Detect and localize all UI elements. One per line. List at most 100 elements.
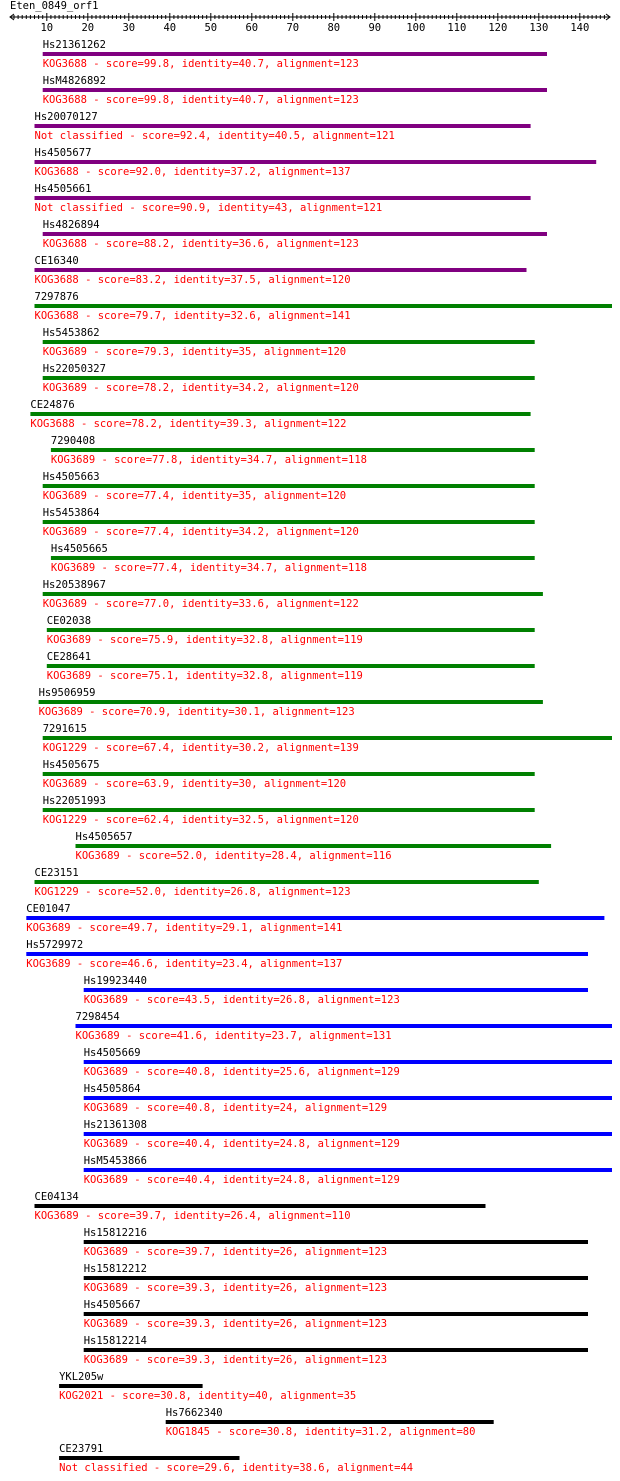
hit-row: 7291615 KOG1229 - score=67.4, identity=30… [42, 723, 612, 754]
hit-bar [42, 736, 612, 740]
hit-row: Hs22051993 KOG1229 - score=62.4, identity… [42, 795, 535, 826]
hit-description: KOG3689 - score=46.6, identity=23.4, ali… [26, 958, 342, 970]
hit-row: Hs4505675 KOG3689 - score=63.9, identity=… [42, 759, 535, 790]
hit-description: Not classified - score=92.4, identity=40… [35, 130, 395, 142]
hit-row: Hs4505665 KOG3689 - score=77.4, identity=… [50, 543, 535, 574]
hit-description: KOG3689 - score=39.3, identity=26, align… [84, 1318, 387, 1330]
hit-name: Hs4505665 [51, 543, 108, 555]
hit-bar [83, 1348, 588, 1352]
hit-row: Hs5729972 KOG3689 - score=46.6, identity=… [26, 939, 589, 970]
hit-bar [83, 1168, 612, 1172]
hit-description: KOG3689 - score=39.7, identity=26.4, ali… [35, 1210, 351, 1222]
hit-bar [75, 1024, 612, 1028]
hit-row: CE24876 KOG3688 - score=78.2, identity=39… [30, 399, 531, 430]
hit-description: KOG3689 - score=39.7, identity=26, align… [84, 1246, 387, 1258]
hit-description: KOG3689 - score=70.9, identity=30.1, ali… [39, 706, 355, 718]
hit-row: Hs15812214 KOG3689 - score=39.3, identity… [83, 1335, 588, 1366]
hit-bar [42, 484, 535, 488]
hit-bar [26, 916, 605, 920]
hit-name: CE02038 [47, 615, 91, 627]
hit-row: Hs4505669 KOG3689 - score=40.8, identity=… [83, 1047, 612, 1078]
hit-name: Hs22050327 [43, 363, 106, 375]
axis-tick-label: 110 [447, 22, 466, 34]
hit-description: KOG3689 - score=75.1, identity=32.8, ali… [47, 670, 363, 682]
hit-bar [165, 1420, 494, 1424]
hit-description: KOG1845 - score=30.8, identity=31.2, ali… [166, 1426, 476, 1438]
hit-bar [42, 808, 535, 812]
hit-description: KOG3689 - score=79.3, identity=35, align… [43, 346, 346, 358]
hit-row: 7290408 KOG3689 - score=77.8, identity=34… [50, 435, 535, 466]
hit-bar [83, 1276, 588, 1280]
axis-tick-label: 140 [570, 22, 589, 34]
hit-description: Not classified - score=29.6, identity=38… [59, 1462, 413, 1474]
hit-name: Hs15812212 [84, 1263, 147, 1275]
hit-row: Hs5453862 KOG3689 - score=79.3, identity=… [42, 327, 535, 358]
hit-name: CE01047 [26, 903, 70, 915]
hit-bar [34, 196, 531, 200]
hit-name: 7297876 [35, 291, 79, 303]
hit-name: Hs4505864 [84, 1083, 141, 1095]
axis-tick-label: 20 [81, 22, 94, 34]
hit-name: Hs4826894 [43, 219, 100, 231]
hit-name: CE28641 [47, 651, 91, 663]
hit-bar [34, 1204, 486, 1208]
hit-name: YKL205w [59, 1371, 104, 1383]
hit-bar [26, 952, 589, 956]
hit-description: KOG3689 - score=77.8, identity=34.7, ali… [51, 454, 367, 466]
hit-row: Hs5453864 KOG3689 - score=77.4, identity=… [42, 507, 535, 538]
hit-row: Hs19923440 KOG3689 - score=43.5, identity… [83, 975, 588, 1006]
hit-row: YKL205w KOG2021 - score=30.8, identity=40… [59, 1371, 356, 1402]
hit-name: Hs20538967 [43, 579, 106, 591]
hit-bar [83, 1240, 588, 1244]
hit-row: Hs4505864 KOG3689 - score=40.8, identity=… [83, 1083, 612, 1114]
hit-description: KOG3689 - score=49.7, identity=29.1, ali… [26, 922, 342, 934]
hit-row: Hs4505677 KOG3688 - score=92.0, identity=… [34, 147, 597, 178]
hit-bar [42, 520, 535, 524]
hit-bar [30, 412, 531, 416]
hit-name: Hs4505675 [43, 759, 100, 771]
hit-row: Hs15812212 KOG3689 - score=39.3, identity… [83, 1263, 588, 1294]
hit-description: KOG3688 - score=83.2, identity=37.5, ali… [35, 274, 351, 286]
hit-bar [38, 700, 543, 704]
hit-bar [46, 664, 535, 668]
hit-description: KOG3689 - score=77.4, identity=34.7, ali… [51, 562, 367, 574]
hit-bar [50, 556, 535, 560]
hit-description: KOG3689 - score=40.8, identity=25.6, ali… [84, 1066, 400, 1078]
hit-row: Hs4505663 KOG3689 - score=77.4, identity=… [42, 471, 535, 502]
axis-tick-label: 80 [327, 22, 340, 34]
hit-row: Hs4505667 KOG3689 - score=39.3, identity=… [83, 1299, 588, 1330]
hit-name: Hs5453864 [43, 507, 100, 519]
axis-tick-label: 90 [368, 22, 381, 34]
hit-row: Hs22050327 KOG3689 - score=78.2, identity… [42, 363, 535, 394]
hit-description: KOG1229 - score=62.4, identity=32.5, ali… [43, 814, 359, 826]
hit-row: CE23791 Not classified - score=29.6, iden… [59, 1443, 413, 1474]
hit-bar [42, 340, 535, 344]
hit-name: Hs19923440 [84, 975, 147, 987]
hit-name: Hs4505661 [35, 183, 92, 195]
hit-row: CE16340 KOG3688 - score=83.2, identity=37… [34, 255, 527, 286]
chart-title: Eten_0849_orf1 [10, 0, 99, 12]
hit-row: CE23151 KOG1229 - score=52.0, identity=26… [34, 867, 539, 898]
hit-name: Hs20070127 [35, 111, 98, 123]
hit-name: Hs21361308 [84, 1119, 147, 1131]
hit-row: Hs4505661 Not classified - score=90.9, id… [34, 183, 531, 214]
hit-row: 7298454 KOG3689 - score=41.6, identity=23… [75, 1011, 612, 1042]
hit-bar [59, 1384, 203, 1388]
axis-tick-label: 50 [204, 22, 217, 34]
hit-description: KOG3689 - score=39.3, identity=26, align… [84, 1354, 387, 1366]
hit-name: 7298454 [76, 1011, 120, 1023]
hit-row: Hs7662340 KOG1845 - score=30.8, identity=… [165, 1407, 494, 1438]
hit-description: KOG3689 - score=40.4, identity=24.8, ali… [84, 1138, 400, 1150]
hit-name: Hs4505663 [43, 471, 100, 483]
hit-description: KOG3689 - score=77.4, identity=34.2, ali… [43, 526, 359, 538]
hit-description: KOG3689 - score=41.6, identity=23.7, ali… [76, 1030, 392, 1042]
hit-name: CE23151 [35, 867, 79, 879]
hit-description: KOG3689 - score=77.4, identity=35, align… [43, 490, 346, 502]
hit-bar [83, 1312, 588, 1316]
hit-bar [83, 988, 588, 992]
hit-row: Hs20070127 Not classified - score=92.4, i… [34, 111, 531, 142]
hit-bar [34, 124, 531, 128]
axis-tick-label: 70 [286, 22, 299, 34]
hit-description: KOG3688 - score=99.8, identity=40.7, ali… [43, 94, 359, 106]
